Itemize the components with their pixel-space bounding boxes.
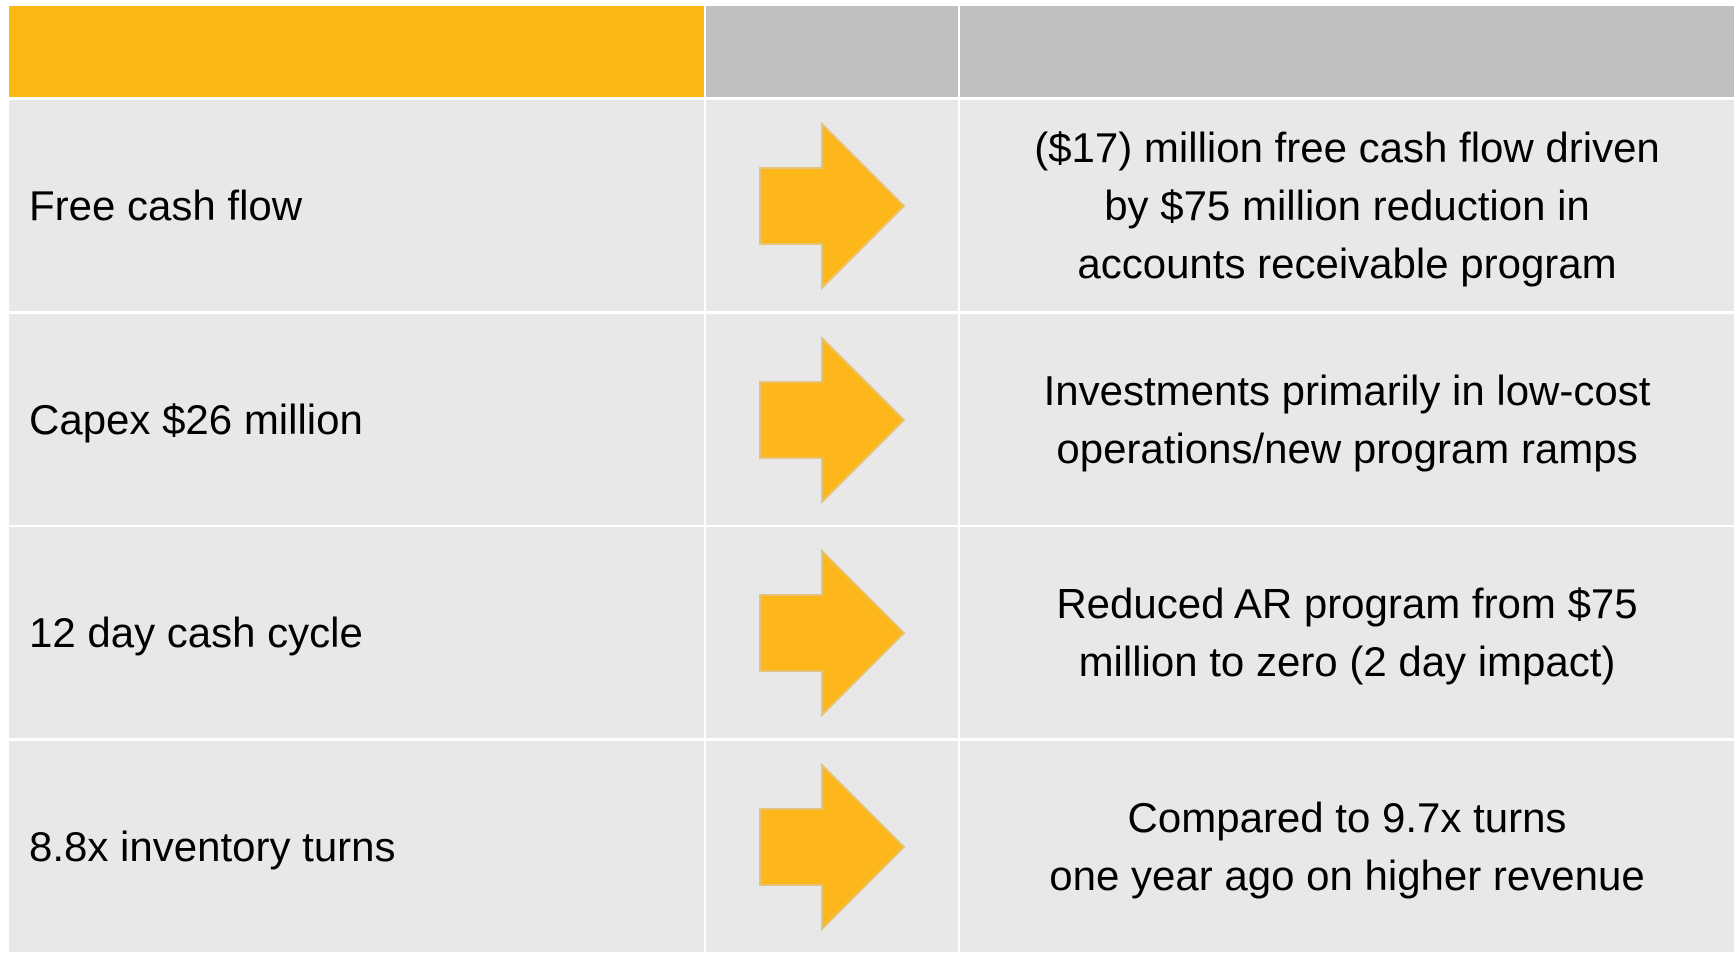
row-detail: ($17) million free cash flow driven by $7… [960, 100, 1734, 311]
row-detail: Compared to 9.7x turns one year ago on hi… [960, 741, 1734, 952]
detail-line: one year ago on higher revenue [1049, 851, 1645, 899]
arrow-cell [706, 527, 958, 738]
arrow-cell [706, 314, 958, 525]
header-cell [706, 6, 958, 97]
detail-line: million to zero (2 day impact) [1078, 637, 1616, 685]
row-label: Capex $26 million [9, 314, 704, 525]
header-cell [9, 6, 704, 97]
row-label: Free cash flow [9, 100, 704, 311]
detail-line: Investments primarily in low-cost [1043, 366, 1651, 414]
detail-line: operations/new program ramps [1056, 424, 1638, 472]
arrow-cell [706, 741, 958, 952]
detail-line: ($17) million free cash flow driven [1034, 123, 1660, 171]
arrow [759, 548, 906, 717]
detail-line: Compared to 9.7x turns [1127, 793, 1567, 841]
row-label: 12 day cash cycle [9, 527, 704, 738]
row-label: 8.8x inventory turns [9, 741, 704, 952]
header-cell [960, 6, 1734, 97]
arrow-cell [706, 100, 958, 311]
row-detail: Reduced AR program from $75 million to ze… [960, 527, 1734, 738]
arrow [759, 335, 906, 504]
arrow [759, 762, 906, 931]
detail-line: accounts receivable program [1077, 239, 1617, 287]
arrow [759, 121, 906, 290]
detail-line: by $75 million reduction in [1104, 181, 1590, 229]
row-detail: Investments primarily in low-cost operati… [960, 314, 1734, 525]
detail-line: Reduced AR program from $75 [1056, 579, 1638, 627]
